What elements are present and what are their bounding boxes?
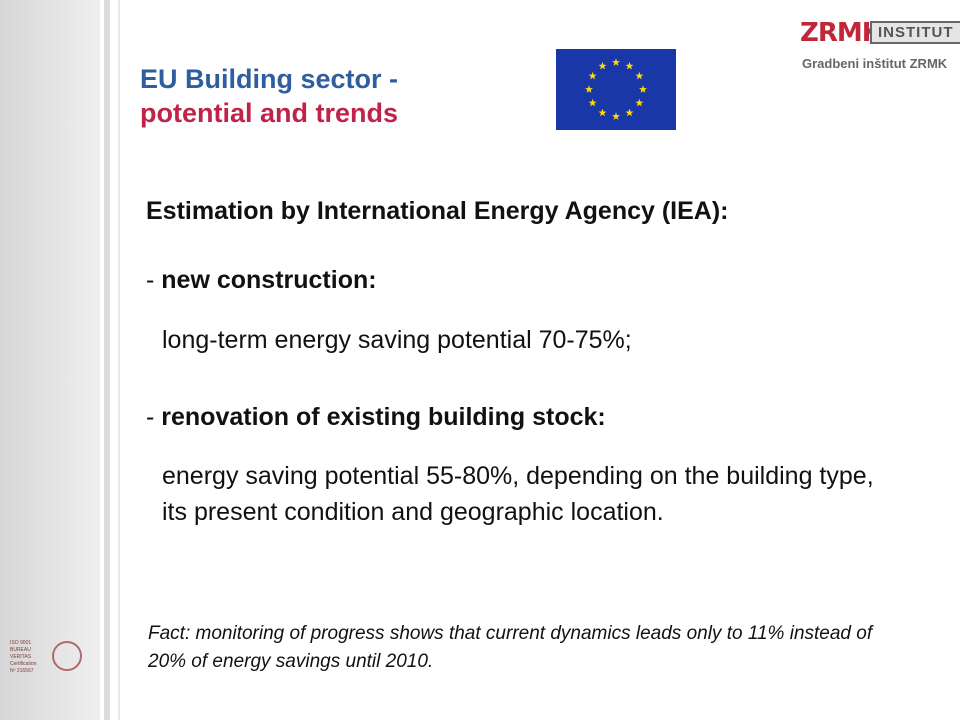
eu-star-icon bbox=[625, 108, 634, 117]
eu-star-icon bbox=[598, 61, 607, 70]
eu-star-icon bbox=[612, 58, 620, 66]
cert-line-3: Certification bbox=[10, 661, 37, 667]
item-dash: - bbox=[146, 403, 162, 431]
eu-star-icon bbox=[598, 108, 607, 117]
zrmk-logo: ZRMK INSTITUT Gradbeni inštitut ZRMK bbox=[800, 16, 960, 76]
item-label: renovation of existing building stock: bbox=[161, 403, 606, 431]
cert-line-1: ISO 9001 bbox=[10, 640, 32, 646]
logo-subtitle: Gradbeni inštitut ZRMK bbox=[802, 56, 948, 71]
item-description: long-term energy saving potential 70-75%… bbox=[162, 326, 632, 354]
eu-star-icon bbox=[585, 85, 593, 93]
eu-star-icon bbox=[612, 112, 620, 120]
item-description: energy saving potential 55-80%, dependin… bbox=[162, 462, 874, 526]
title-line-2: potential and trends bbox=[140, 98, 399, 128]
certification-badge: ISO 9001 BUREAU VERITAS Certification Nº… bbox=[10, 640, 82, 678]
eu-star-icon bbox=[635, 71, 644, 80]
cert-line-2: BUREAU VERITAS bbox=[10, 647, 32, 660]
eu-star-icon bbox=[588, 98, 597, 107]
fact-note: Fact: monitoring of progress shows that … bbox=[148, 623, 873, 672]
certification-seal-icon bbox=[52, 641, 82, 671]
eu-star-icon bbox=[635, 98, 644, 107]
left-divider bbox=[104, 0, 110, 720]
item-new-construction: - new construction: bbox=[146, 266, 377, 295]
eu-star-icon bbox=[639, 85, 647, 93]
item-label: new construction: bbox=[161, 266, 377, 294]
eu-flag-icon bbox=[556, 49, 676, 130]
eu-star-icon bbox=[625, 61, 634, 70]
slide-title: EU Building sector - potential and trend… bbox=[140, 62, 398, 130]
item-renovation: - renovation of existing building stock: bbox=[146, 403, 606, 432]
eu-star-icon bbox=[588, 71, 597, 80]
title-line-1: EU Building sector - bbox=[140, 64, 399, 94]
item-dash: - bbox=[146, 266, 162, 294]
left-decorative-band bbox=[0, 0, 100, 720]
section-heading: Estimation by International Energy Agenc… bbox=[146, 197, 729, 225]
logo-mark: ZRMK bbox=[800, 18, 882, 48]
certification-text: ISO 9001 BUREAU VERITAS Certification Nº… bbox=[10, 640, 48, 675]
cert-line-4: Nº 216567 bbox=[10, 668, 34, 674]
left-divider-thin bbox=[118, 0, 120, 720]
logo-tag: INSTITUT bbox=[870, 21, 960, 44]
